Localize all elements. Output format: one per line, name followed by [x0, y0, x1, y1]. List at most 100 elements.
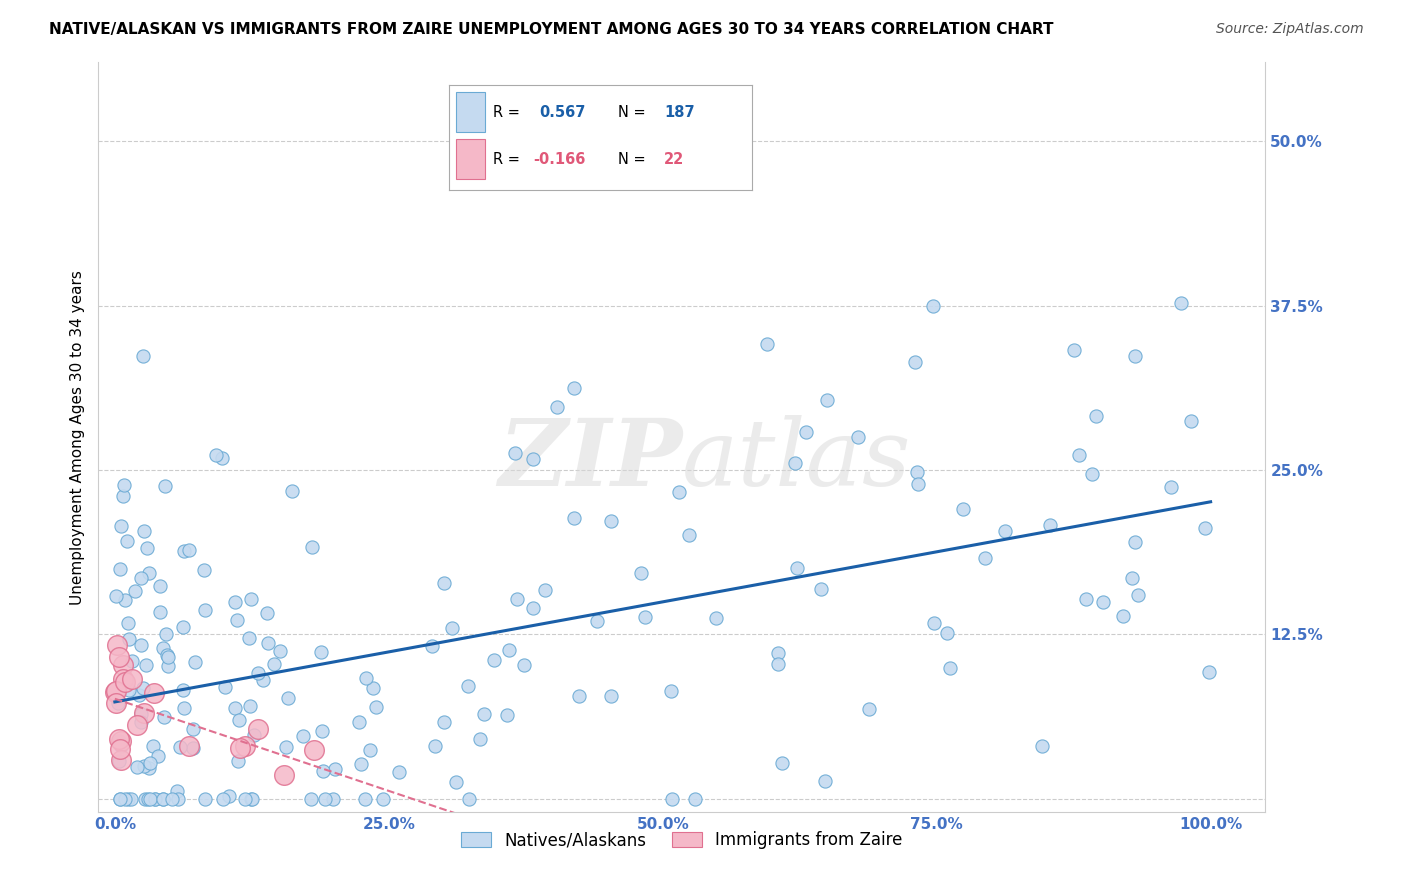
Natives/Alaskans [1080, 467, 1102, 481]
Natives/Alaskans [496, 708, 519, 723]
Immigrants from Zaire [105, 639, 128, 653]
Natives/Alaskans [117, 632, 139, 646]
Natives/Alaskans [505, 592, 527, 607]
Natives/Alaskans [194, 602, 217, 616]
Natives/Alaskans [239, 699, 262, 714]
Natives/Alaskans [243, 727, 266, 741]
Natives/Alaskans [114, 791, 136, 805]
Natives/Alaskans [155, 648, 177, 662]
Natives/Alaskans [156, 649, 179, 664]
Natives/Alaskans [269, 644, 291, 658]
Natives/Alaskans [111, 489, 134, 503]
Natives/Alaskans [167, 791, 190, 805]
Natives/Alaskans [420, 639, 443, 653]
Natives/Alaskans [226, 754, 249, 768]
Natives/Alaskans [132, 349, 155, 363]
Natives/Alaskans [1123, 535, 1146, 549]
Natives/Alaskans [630, 566, 652, 580]
Natives/Alaskans [904, 355, 927, 369]
Text: atlas: atlas [682, 415, 911, 505]
Natives/Alaskans [247, 665, 270, 680]
Natives/Alaskans [149, 606, 172, 620]
Natives/Alaskans [522, 600, 544, 615]
Natives/Alaskans [166, 784, 188, 798]
Natives/Alaskans [973, 550, 995, 565]
Immigrants from Zaire [108, 649, 131, 664]
Natives/Alaskans [238, 632, 260, 646]
Immigrants from Zaire [111, 658, 134, 673]
Natives/Alaskans [586, 614, 609, 628]
Natives/Alaskans [441, 621, 464, 635]
Natives/Alaskans [240, 791, 263, 805]
Natives/Alaskans [135, 657, 157, 672]
Immigrants from Zaire [107, 732, 129, 747]
Natives/Alaskans [1180, 413, 1202, 427]
Natives/Alaskans [1123, 349, 1146, 363]
Natives/Alaskans [354, 791, 377, 805]
Natives/Alaskans [152, 791, 174, 805]
Natives/Alaskans [211, 450, 233, 465]
Natives/Alaskans [129, 638, 152, 652]
Natives/Alaskans [173, 700, 195, 714]
Natives/Alaskans [423, 739, 446, 753]
Natives/Alaskans [108, 734, 131, 748]
Natives/Alaskans [704, 611, 727, 625]
Natives/Alaskans [1126, 588, 1149, 602]
Natives/Alaskans [846, 430, 869, 444]
Natives/Alaskans [810, 582, 832, 596]
Natives/Alaskans [110, 791, 132, 805]
Natives/Alaskans [194, 791, 217, 805]
Natives/Alaskans [562, 511, 585, 525]
Natives/Alaskans [783, 456, 806, 470]
Natives/Alaskans [634, 609, 657, 624]
Natives/Alaskans [173, 544, 195, 558]
Natives/Alaskans [108, 791, 131, 805]
Natives/Alaskans [936, 625, 959, 640]
Natives/Alaskans [132, 681, 155, 695]
Natives/Alaskans [139, 791, 162, 805]
Natives/Alaskans [152, 791, 174, 805]
Natives/Alaskans [755, 337, 778, 351]
Natives/Alaskans [117, 791, 139, 805]
Natives/Alaskans [312, 764, 335, 778]
Immigrants from Zaire [108, 742, 131, 756]
Immigrants from Zaire [105, 696, 128, 710]
Immigrants from Zaire [104, 685, 127, 699]
Natives/Alaskans [1031, 739, 1053, 753]
Natives/Alaskans [138, 756, 160, 770]
Natives/Alaskans [129, 571, 152, 585]
Natives/Alaskans [301, 541, 323, 555]
Natives/Alaskans [153, 478, 176, 492]
Natives/Alaskans [172, 620, 194, 634]
Natives/Alaskans [131, 707, 153, 722]
Natives/Alaskans [299, 791, 322, 805]
Natives/Alaskans [205, 449, 228, 463]
Natives/Alaskans [359, 743, 381, 757]
Natives/Alaskans [132, 759, 155, 773]
Natives/Alaskans [193, 563, 215, 577]
Text: NATIVE/ALASKAN VS IMMIGRANTS FROM ZAIRE UNEMPLOYMENT AMONG AGES 30 TO 34 YEARS C: NATIVE/ALASKAN VS IMMIGRANTS FROM ZAIRE … [49, 22, 1053, 37]
Natives/Alaskans [162, 791, 184, 805]
Natives/Alaskans [1091, 595, 1114, 609]
Immigrants from Zaire [229, 741, 252, 756]
Natives/Alaskans [994, 524, 1017, 538]
Natives/Alaskans [117, 615, 139, 630]
Natives/Alaskans [458, 791, 481, 805]
Natives/Alaskans [214, 680, 236, 694]
Natives/Alaskans [108, 562, 131, 576]
Natives/Alaskans [322, 791, 344, 805]
Natives/Alaskans [239, 591, 262, 606]
Natives/Alaskans [858, 702, 880, 716]
Natives/Alaskans [659, 684, 682, 698]
Immigrants from Zaire [121, 673, 143, 687]
Natives/Alaskans [661, 791, 683, 805]
Natives/Alaskans [562, 381, 585, 395]
Natives/Alaskans [472, 706, 495, 721]
Natives/Alaskans [120, 791, 142, 805]
Natives/Alaskans [128, 688, 150, 702]
Natives/Alaskans [468, 732, 491, 747]
Immigrants from Zaire [177, 739, 200, 754]
Natives/Alaskans [356, 671, 378, 685]
Natives/Alaskans [181, 741, 204, 756]
Natives/Alaskans [371, 791, 394, 805]
